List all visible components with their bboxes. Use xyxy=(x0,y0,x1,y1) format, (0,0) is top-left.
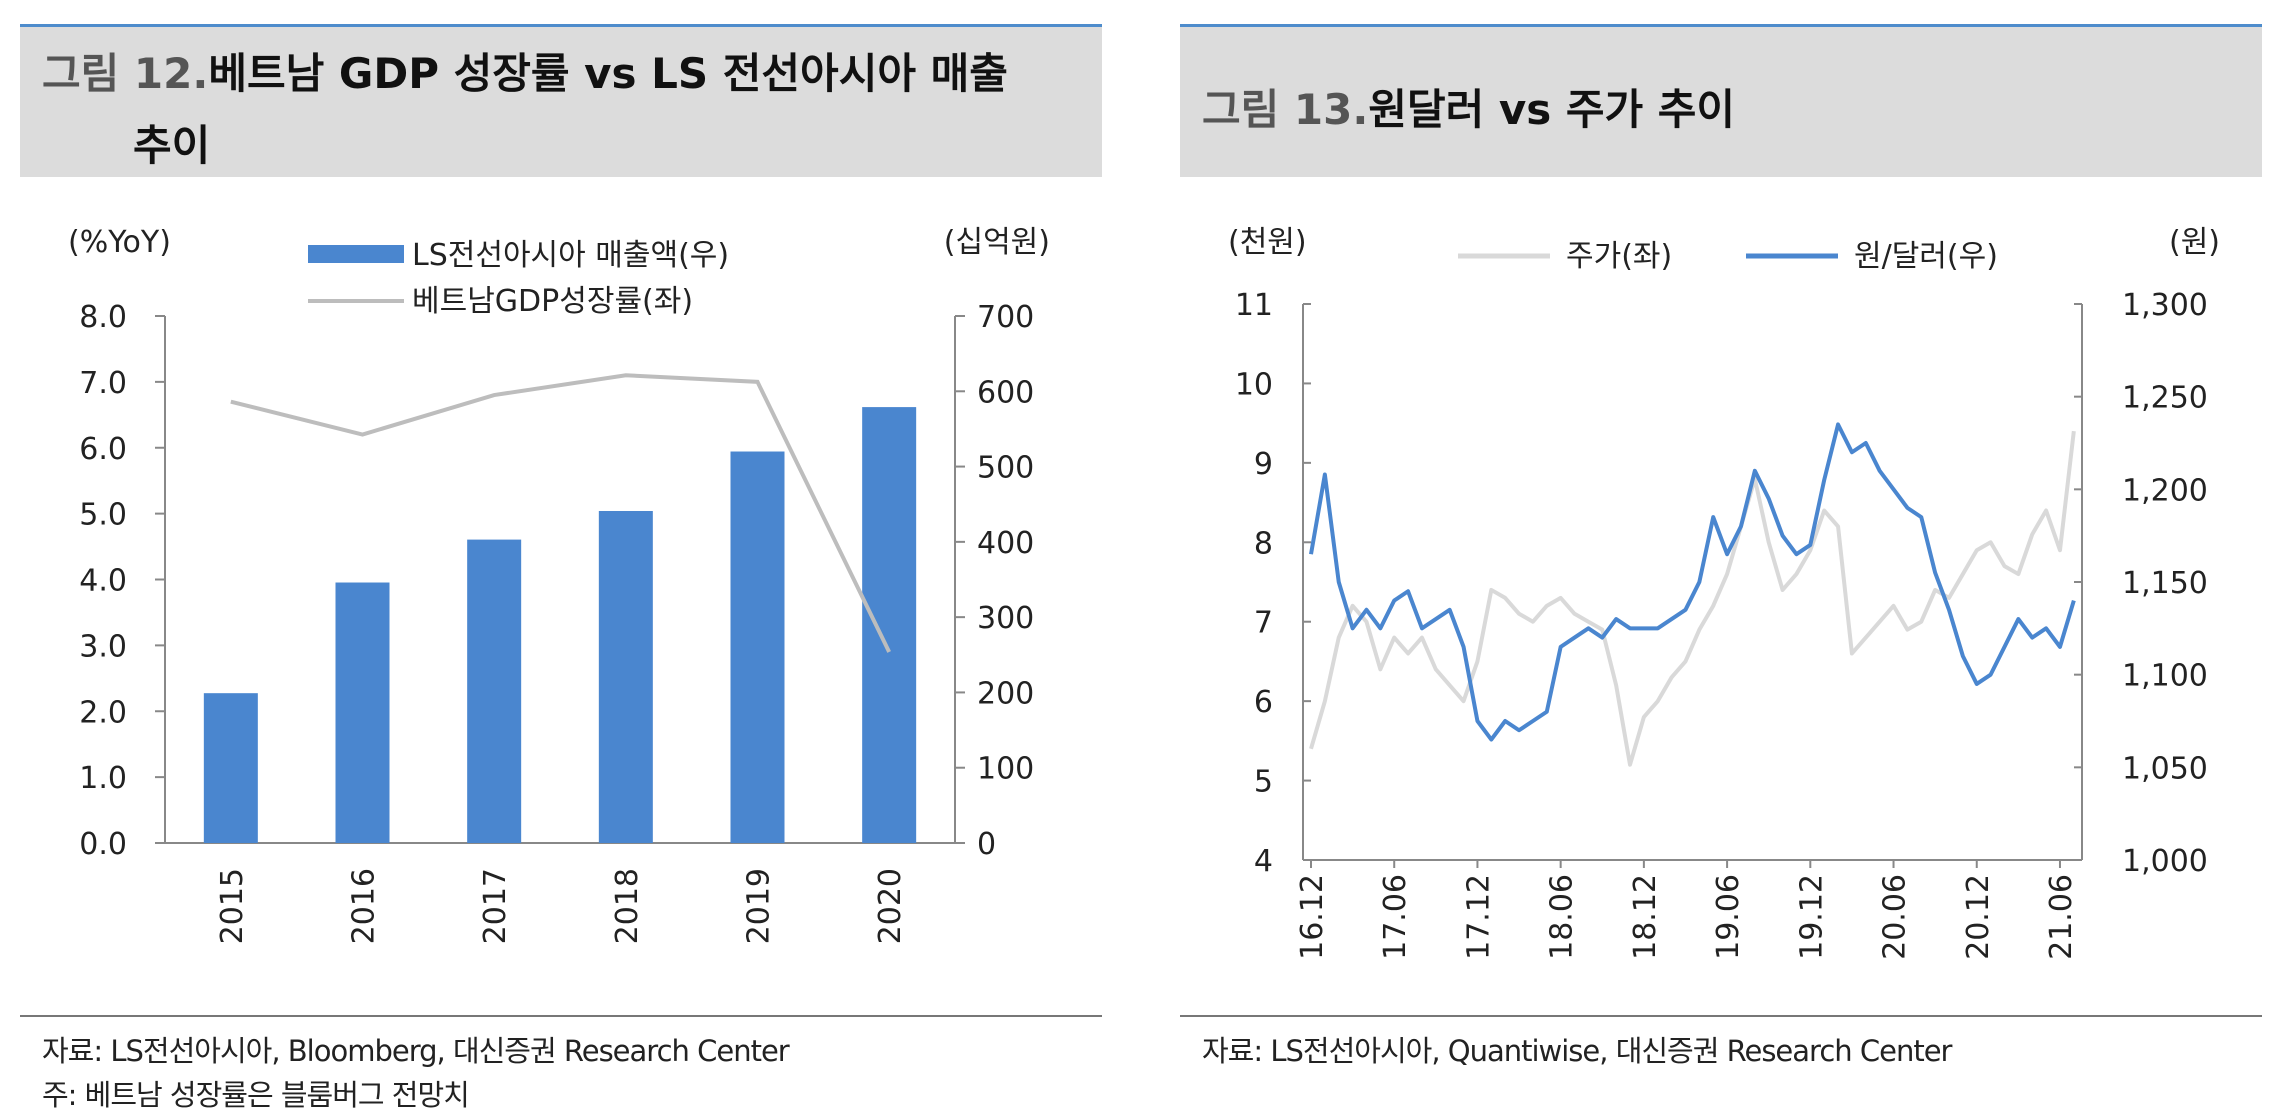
figure-12-title-line2: 추이 xyxy=(133,121,211,170)
axes xyxy=(1302,303,2083,868)
figure-13-source: 자료: LS전선아시아, Quantiwise, 대신증권 Research C… xyxy=(1202,1034,1952,1068)
left-tick-label: 6.0 xyxy=(79,432,127,467)
x-tick-label-20.12: 20.12 xyxy=(1961,874,1996,960)
x-tick-label-18.06: 18.06 xyxy=(1545,874,1580,960)
x-tick-label-19.12: 19.12 xyxy=(1794,874,1829,960)
x-tick-label-18.12: 18.12 xyxy=(1628,874,1663,960)
left-tick-label: 0.0 xyxy=(79,827,127,862)
right-tick-label: 400 xyxy=(977,526,1034,561)
left-tick-label: 3.0 xyxy=(79,629,127,664)
line-series xyxy=(1309,422,2076,767)
left-unit-label: (%YoY) xyxy=(68,225,171,260)
figure-13-chart: 4 5 6 7 8 9 10 11 1,000 1,050 1,100 1,150 1,200 1,250… xyxy=(1228,225,2220,960)
x-tick-label-21.06: 21.06 xyxy=(2044,874,2079,960)
left-tick-label: 11 xyxy=(1235,288,1273,323)
bar-2020 xyxy=(862,407,917,843)
bar-2019 xyxy=(730,451,785,843)
left-tick-label: 1.0 xyxy=(79,761,127,796)
figure-13-title-main: 원달러 vs 주가 추이 xyxy=(1368,85,1736,134)
category-label-2015: 2015 xyxy=(215,868,250,944)
figure-12-title: 그림 12.베트남 GDP 성장률 vs LS 전선아시아 매출 xyxy=(42,40,1008,101)
x-tick-label-16.12: 16.12 xyxy=(1295,874,1330,960)
x-tick-label-19.06: 19.06 xyxy=(1711,874,1746,960)
right-tick-label: 1,150 xyxy=(2122,566,2208,601)
right-tick-label: 1,300 xyxy=(2122,288,2208,323)
right-tick-label: 1,200 xyxy=(2122,473,2208,508)
category-label-2019: 2019 xyxy=(742,868,777,944)
left-tick-label: 4 xyxy=(1254,844,1273,879)
legend-stock-label: 주가(좌) xyxy=(1566,239,1672,274)
right-tick-label: 600 xyxy=(977,375,1034,410)
category-label-2020: 2020 xyxy=(873,868,908,944)
figure-13-title-box xyxy=(1180,27,2262,177)
legend-bar-label: LS전선아시아 매출액(우) xyxy=(412,238,729,273)
right-tick-label: 0 xyxy=(977,827,996,862)
right-unit-label: (십억원) xyxy=(944,225,1050,260)
right-tick-label: 1,000 xyxy=(2122,844,2208,879)
left-tick-label: 6 xyxy=(1254,685,1273,720)
figure-12-number: 그림 12. xyxy=(42,49,209,98)
bar-2016 xyxy=(335,582,390,843)
x-tick-label-17.12: 17.12 xyxy=(1461,874,1496,960)
left-tick-label: 4.0 xyxy=(79,564,127,599)
source-rule xyxy=(1180,1015,2262,1017)
legend: 주가(좌) 원/달러(우) xyxy=(1458,239,1998,274)
figure-13-panel: 그림 13.원달러 vs 주가 추이 4 5 6 7 8 9 10 11 1,000 1,050 1… xyxy=(1180,0,2262,1116)
right-unit-label: (원) xyxy=(2169,225,2220,260)
right-tick-label: 200 xyxy=(977,676,1034,711)
legend-fx-label: 원/달러(우) xyxy=(1854,239,1998,274)
figure-13-title: 그림 13.원달러 vs 주가 추이 xyxy=(1202,76,1735,137)
figure-12-note: 주: 베트남 성장률은 블룸버그 전망치 xyxy=(42,1078,470,1112)
figure-12-title-box xyxy=(20,27,1102,177)
legend-line-label: 베트남GDP성장률(좌) xyxy=(412,284,693,319)
figure-12-chart: 0.0 1.0 2.0 3.0 4.0 5.0 6.0 7.0 8.0 0 100 200 300 400… xyxy=(68,225,1050,944)
left-tick-label: 7 xyxy=(1254,606,1273,641)
category-label-2016: 2016 xyxy=(347,868,382,944)
figure-12-panel: 그림 12.베트남 GDP 성장률 vs LS 전선아시아 매출 추이 0.0 1… xyxy=(20,0,1102,1116)
right-tick-label: 1,250 xyxy=(2122,381,2208,416)
axis-labels: 0.0 1.0 2.0 3.0 4.0 5.0 6.0 7.0 8.0 0 100 200 300 400… xyxy=(68,225,1050,944)
left-unit-label: (천원) xyxy=(1228,225,1307,260)
right-tick-label: 700 xyxy=(977,300,1034,335)
left-tick-label: 8.0 xyxy=(79,300,127,335)
right-tick-label: 100 xyxy=(977,752,1034,787)
figure-12-source: 자료: LS전선아시아, Bloomberg, 대신증권 Research Ce… xyxy=(42,1034,790,1068)
right-tick-label: 1,050 xyxy=(2122,751,2208,786)
figure-12-title-main: 베트남 GDP 성장률 vs LS 전선아시아 매출 xyxy=(208,49,1008,98)
category-label-2017: 2017 xyxy=(478,868,513,944)
left-tick-label: 2.0 xyxy=(79,695,127,730)
title-top-rule xyxy=(1180,24,2262,27)
left-tick-label: 5 xyxy=(1254,765,1273,800)
bar-series xyxy=(203,407,917,843)
category-label-2018: 2018 xyxy=(610,868,645,944)
figure-13-number: 그림 13. xyxy=(1202,85,1369,134)
line-series xyxy=(230,373,891,653)
krw-usd-line xyxy=(1309,422,2076,742)
left-tick-label: 9 xyxy=(1254,447,1273,482)
left-tick-label: 8 xyxy=(1254,526,1273,561)
bar-2018 xyxy=(598,510,653,843)
bar-2017 xyxy=(467,539,522,843)
title-top-rule xyxy=(20,24,1102,27)
gdp-growth-line xyxy=(230,373,891,653)
stock-price-line xyxy=(1309,430,2076,767)
axes xyxy=(155,315,965,844)
left-tick-label: 5.0 xyxy=(79,498,127,533)
source-rule xyxy=(20,1015,1102,1017)
right-tick-label: 500 xyxy=(977,451,1034,486)
right-tick-label: 1,100 xyxy=(2122,659,2208,694)
left-tick-label: 7.0 xyxy=(79,366,127,401)
x-tick-label-20.06: 20.06 xyxy=(1878,874,1913,960)
left-tick-label: 10 xyxy=(1235,367,1273,402)
axis-labels: 4 5 6 7 8 9 10 11 1,000 1,050 1,100 1,150 1,200 1,250… xyxy=(1228,225,2220,960)
bar-2015 xyxy=(203,693,258,843)
right-tick-label: 300 xyxy=(977,601,1034,636)
legend: LS전선아시아 매출액(우) 베트남GDP성장률(좌) xyxy=(308,238,729,319)
x-tick-label-17.06: 17.06 xyxy=(1378,874,1413,960)
legend-bar-swatch xyxy=(308,245,404,263)
